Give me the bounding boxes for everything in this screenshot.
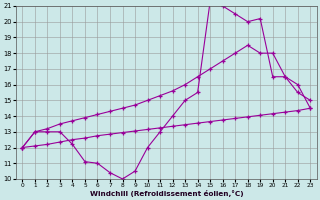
X-axis label: Windchill (Refroidissement éolien,°C): Windchill (Refroidissement éolien,°C) xyxy=(90,190,243,197)
